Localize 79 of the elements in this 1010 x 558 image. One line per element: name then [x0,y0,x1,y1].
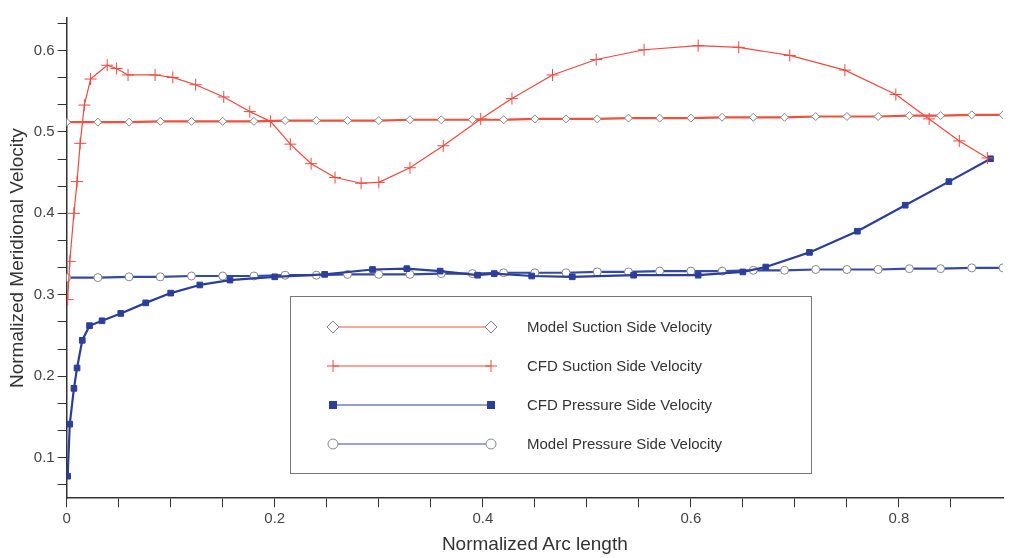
point [783,48,797,62]
point [328,171,342,185]
y-tick-label: 0.1 [33,447,55,465]
point [589,53,603,67]
point [77,98,91,112]
point [474,271,481,279]
point [73,136,87,150]
point [694,271,702,279]
y-tick-label: 0.5 [33,122,55,140]
point [226,276,234,284]
point [952,134,966,148]
y-tick-label: 0.6 [33,40,55,58]
legend-label: CFD Suction Side Velocity [527,357,703,374]
point [110,61,124,75]
point [568,273,576,281]
point [78,336,86,344]
point [283,137,297,151]
point [945,178,953,185]
point [148,68,162,82]
point [70,385,78,392]
point [117,310,125,317]
point [369,266,376,273]
point [86,322,93,329]
point [838,63,852,77]
point [166,70,180,84]
point [505,92,519,106]
point [304,157,318,171]
point [490,270,498,277]
point [321,271,328,278]
point [189,78,203,92]
point [196,281,204,289]
point [67,206,81,220]
x-tick-label: 0.4 [472,509,494,527]
y-axis-title: Normalized Meridional Velocity [5,127,27,388]
point [217,90,231,104]
point [528,272,536,280]
point [630,271,637,279]
point [167,289,175,297]
y-tick-label: 0.3 [33,284,55,302]
point [354,176,368,190]
point [436,139,450,153]
y-tick-label: 0.4 [33,203,55,221]
point [762,263,770,271]
point [372,175,386,189]
point [70,175,84,189]
point [922,112,936,126]
point [73,364,81,372]
point [100,58,114,72]
point [271,273,279,281]
point [806,249,813,256]
x-tick-label: 0.2 [264,509,286,527]
point [84,72,98,86]
y-tick-label: 0.2 [33,366,55,384]
legend-label: Model Pressure Side Velocity [527,435,723,452]
point [98,317,106,325]
legend-label: CFD Pressure Side Velocity [527,396,713,413]
x-tick-label: 0.8 [888,509,910,527]
point [854,227,861,235]
point [403,265,411,273]
point [901,201,909,209]
point [121,68,135,82]
point [637,43,651,57]
point [403,161,417,175]
point [66,472,72,480]
point [436,267,444,275]
x-axis-title: Normalized Arc length [441,532,628,554]
point [546,68,560,82]
point [980,151,994,165]
point [739,268,747,276]
x-tick-label: 0 [62,509,71,527]
point [732,40,746,54]
legend-label: Model Suction Side Velocity [527,318,713,335]
point [66,420,74,428]
point [889,88,903,102]
point [474,112,488,126]
point [691,39,705,53]
x-tick-label: 0.6 [680,509,702,527]
point [142,299,150,307]
point [243,105,257,119]
